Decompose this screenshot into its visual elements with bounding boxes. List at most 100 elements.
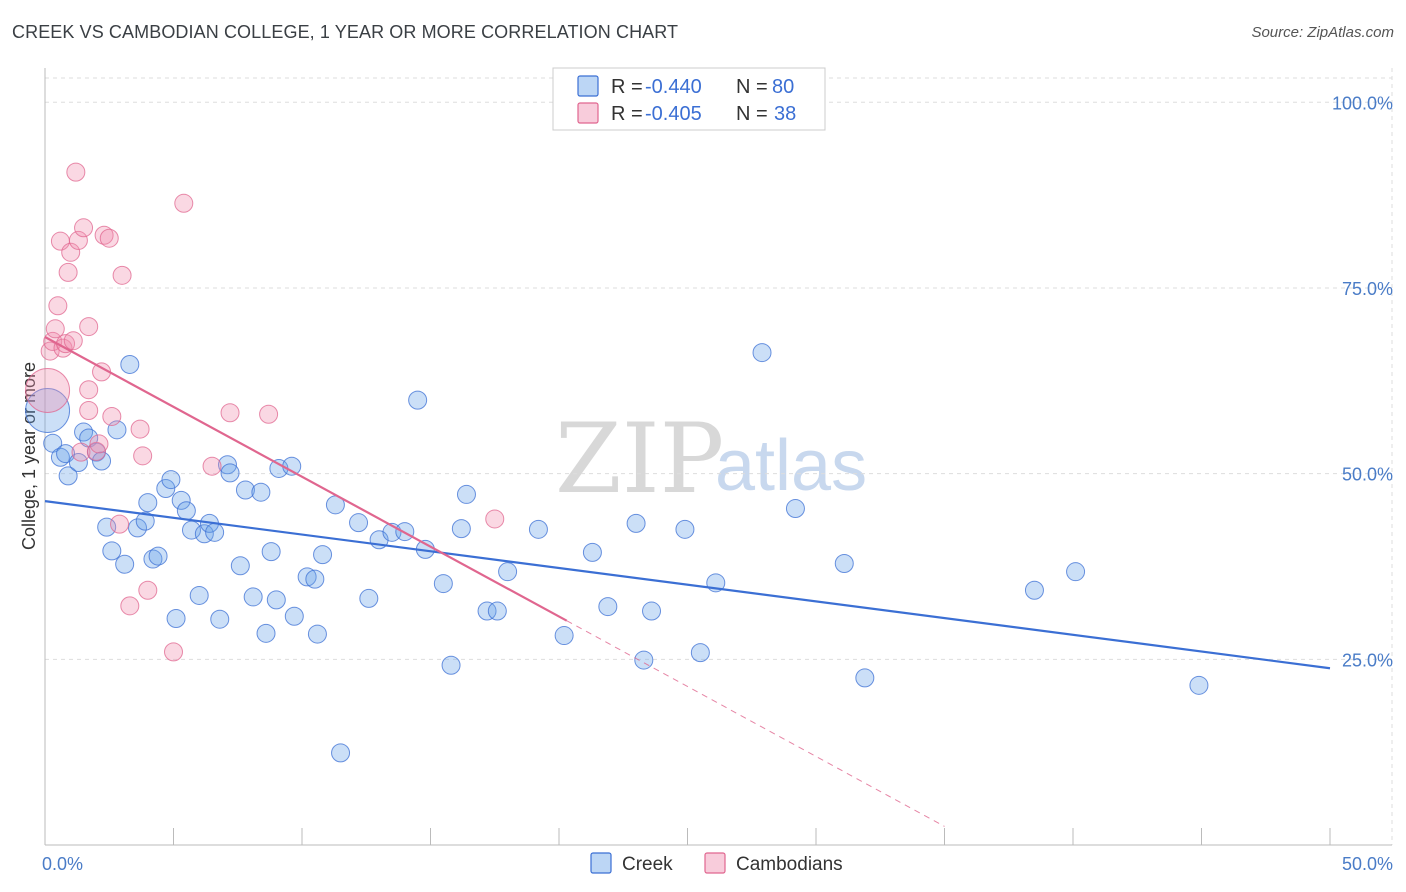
creek-point-45	[307, 624, 327, 644]
creek-point-18	[143, 549, 163, 569]
creek-point-14	[120, 354, 140, 374]
creek-point-56	[433, 574, 453, 594]
bottom-legend-label-creek: Creek	[622, 854, 673, 875]
creek-point-71	[690, 643, 710, 663]
creek-point-11	[102, 541, 122, 561]
creek-point-38	[261, 542, 281, 562]
creek-point-16	[135, 511, 155, 531]
cambodians-point-26	[120, 596, 140, 616]
creek-point-74	[785, 499, 805, 519]
creek-point-29	[205, 522, 225, 542]
creek-point-67	[626, 513, 646, 533]
creek-point-9	[92, 451, 112, 471]
legend-n-label-creek: N =	[736, 76, 768, 98]
y-axis-label: College, 1 year or more	[19, 362, 39, 550]
cambodians-point-8	[58, 262, 78, 282]
creek-point-33	[230, 556, 250, 576]
cambodians-point-23	[102, 406, 122, 426]
cambodians-point-27	[130, 419, 150, 439]
cambodians-point-11	[66, 162, 86, 182]
creek-point-21	[161, 470, 181, 490]
cambodians-point-0	[25, 367, 71, 413]
legend-n-label-cambodians: N =	[736, 103, 768, 125]
cambodians-point-17	[79, 317, 99, 337]
creek-point-75	[834, 554, 854, 574]
y-tick-labels: 25.0% 50.0% 75.0% 100.0%	[1332, 93, 1393, 670]
creek-point-35	[243, 587, 263, 607]
creek-point-62	[498, 562, 518, 582]
creek-point-54	[408, 390, 428, 410]
cambodians-point-28	[133, 446, 153, 466]
creek-point-49	[349, 513, 369, 533]
y-tick-label-25: 25.0%	[1342, 650, 1393, 670]
bottom-legend-swatch-cambodians	[704, 852, 726, 874]
creek-point-23	[171, 490, 191, 510]
creek-point-48	[331, 743, 351, 763]
watermark-atlas: atlas	[715, 426, 867, 506]
bottom-legend-swatch-creek	[590, 852, 612, 874]
creek-point-34	[235, 480, 255, 500]
legend-n-value-cambodians: 38	[774, 103, 796, 125]
source-credit: Source: ZipAtlas.com	[1251, 24, 1394, 41]
cambodians-point-3	[45, 319, 65, 339]
series-legend: Creek Cambodians	[590, 852, 843, 875]
creek-point-78	[1066, 562, 1086, 582]
cambodians-point-22	[99, 228, 119, 248]
creek-point-57	[441, 655, 461, 675]
cambodians-point-12	[68, 230, 88, 250]
cambodians-trend-extension	[566, 620, 945, 827]
creek-point-46	[313, 545, 333, 565]
legend-n-value-creek: 80	[772, 76, 794, 98]
cambodians-point-13	[71, 442, 91, 462]
creek-point-50	[359, 588, 379, 608]
cambodians-point-25	[112, 265, 132, 285]
creek-point-76	[855, 668, 875, 688]
creek-trend-line	[44, 500, 1331, 670]
creek-point-4	[58, 466, 78, 486]
axes	[44, 68, 1392, 846]
creek-point-43	[297, 567, 317, 587]
creek-point-79	[1189, 675, 1209, 695]
cambodians-point-30	[164, 642, 183, 662]
creek-point-66	[598, 597, 618, 617]
creek-point-19	[148, 546, 168, 566]
correlation-legend: R = -0.440 N = 80 R = -0.405 N = 38	[552, 67, 826, 131]
creek-point-2	[50, 447, 70, 467]
watermark-zip: ZIP	[555, 403, 724, 515]
creek-point-39	[266, 590, 286, 610]
y-tick-label-100: 100.0%	[1332, 93, 1393, 113]
creek-point-64	[554, 626, 574, 646]
cambodians-point-34	[259, 404, 279, 424]
creek-point-77	[1024, 580, 1044, 600]
creek-point-60	[477, 601, 497, 621]
creek-point-36	[251, 482, 271, 502]
creek-point-73	[752, 343, 772, 363]
creek-point-68	[634, 650, 654, 670]
cambodians-point-9	[61, 242, 81, 262]
cambodians-point-15	[79, 401, 99, 421]
x-tick-labels: 0.0% 50.0%	[42, 854, 1393, 874]
cambodians-point-31	[174, 193, 194, 213]
legend-r-label-creek: R =	[611, 76, 643, 98]
cambodians-point-33	[220, 403, 240, 423]
creek-point-26	[189, 585, 209, 605]
creek-point-0	[25, 388, 71, 434]
creek-point-6	[74, 422, 94, 442]
creek-point-41	[282, 456, 302, 476]
legend-r-value-creek: -0.440	[645, 76, 702, 98]
creek-point-69	[642, 601, 662, 621]
legend-r-value-cambodians: -0.405	[645, 103, 702, 125]
x-tick-label-min: 0.0%	[42, 854, 83, 874]
cambodians-point-24	[110, 514, 130, 534]
creek-point-27	[194, 524, 214, 544]
trend-lines	[44, 336, 1331, 827]
cambodians-point-4	[48, 296, 68, 316]
creek-point-70	[675, 519, 695, 539]
creek-point-44	[305, 569, 325, 589]
creek-point-32	[220, 463, 240, 483]
creek-point-24	[176, 501, 196, 521]
creek-point-15	[128, 518, 148, 538]
creek-point-20	[156, 478, 176, 498]
cambodians-point-18	[86, 441, 106, 461]
creek-point-59	[456, 484, 476, 504]
